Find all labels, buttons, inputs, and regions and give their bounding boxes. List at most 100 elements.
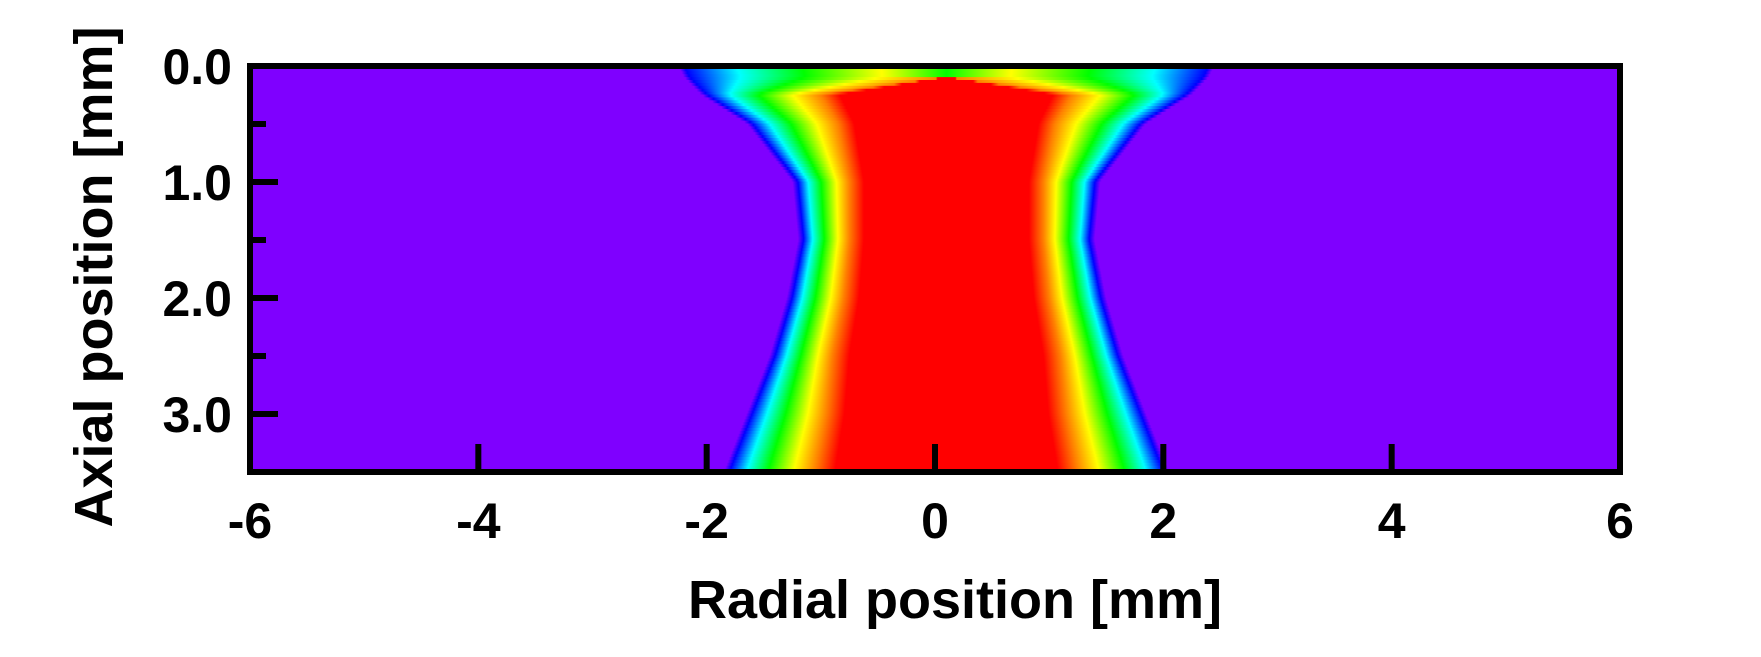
heatmap-strip xyxy=(250,341,1620,345)
heatmap-strip xyxy=(250,332,1620,337)
heatmap-strip xyxy=(250,227,1620,232)
heatmap-strip xyxy=(250,439,1620,444)
heatmap-strip xyxy=(250,297,1620,302)
heatmap-strip xyxy=(250,410,1620,415)
heatmap-strip xyxy=(250,251,1620,255)
heatmap-strip xyxy=(250,126,1620,131)
heatmap-strip xyxy=(250,138,1620,142)
heatmap-strip xyxy=(250,416,1620,421)
heatmap-strip xyxy=(250,259,1620,264)
heatmap-strip xyxy=(250,387,1620,392)
x-tick-label: -4 xyxy=(456,493,501,549)
heatmap-strip xyxy=(250,190,1620,195)
heatmap-strip xyxy=(250,111,1620,116)
heatmap-strip xyxy=(250,436,1620,441)
heatmap-strip xyxy=(250,100,1620,105)
heatmap-strip xyxy=(250,158,1620,163)
heatmap-strip xyxy=(250,288,1620,293)
heatmap-strip xyxy=(250,277,1620,282)
heatmap-strip xyxy=(250,309,1620,313)
heatmap-strip xyxy=(250,143,1620,148)
heatmap-strip xyxy=(250,175,1620,180)
heatmap-strip xyxy=(250,306,1620,311)
heatmap-strip xyxy=(250,204,1620,209)
heatmap-strip xyxy=(250,404,1620,409)
heatmap-strip xyxy=(250,222,1620,226)
heatmap-strip xyxy=(250,268,1620,273)
heatmap-strip xyxy=(250,248,1620,253)
heatmap-strip xyxy=(250,262,1620,267)
x-axis-title: Radial position [mm] xyxy=(688,570,1222,630)
heatmap-strip xyxy=(250,230,1620,235)
heatmap-strip xyxy=(250,372,1620,377)
heatmap-strip xyxy=(250,367,1620,371)
x-tick-label: 0 xyxy=(921,493,949,549)
x-tick-label: 6 xyxy=(1606,493,1634,549)
heatmap-strip xyxy=(250,419,1620,424)
heatmap-strip xyxy=(250,407,1620,412)
heatmap-strip xyxy=(250,210,1620,215)
heatmap-strip xyxy=(250,109,1620,113)
heatmap-strip xyxy=(250,401,1620,406)
heatmap-strip xyxy=(250,106,1620,110)
heatmap-strip xyxy=(250,265,1620,270)
heatmap-strip xyxy=(250,88,1620,93)
heatmap-strip xyxy=(250,303,1620,308)
heatmap-strip xyxy=(250,317,1620,322)
heatmap-strip xyxy=(250,384,1620,389)
heatmap-strip xyxy=(250,239,1620,244)
heatmap-strip xyxy=(250,314,1620,319)
heatmap-strip xyxy=(250,155,1620,160)
heatmap-strip xyxy=(250,329,1620,334)
heatmap-strip xyxy=(250,82,1620,87)
heatmap-strip xyxy=(250,245,1620,250)
heatmap-strip xyxy=(250,233,1620,238)
heatmap-strip xyxy=(250,256,1620,261)
x-axis-ticks: -6 -4 -2 0 2 4 6 xyxy=(228,444,1634,549)
heatmap-strip xyxy=(250,381,1620,386)
heatmap-strip xyxy=(250,184,1620,189)
heatmap-strip xyxy=(250,161,1620,166)
heatmap-strip xyxy=(250,312,1620,316)
heatmap-strip xyxy=(250,187,1620,192)
heatmap-strip xyxy=(250,236,1620,241)
heatmap-strip xyxy=(250,326,1620,331)
heatmap-strip xyxy=(250,393,1620,398)
heatmap-strip xyxy=(250,375,1620,380)
heatmap-strip xyxy=(250,129,1620,134)
heatmap-strip xyxy=(250,117,1620,122)
heatmap-strip xyxy=(250,283,1620,287)
heatmap-strip xyxy=(250,343,1620,348)
heatmap-strip xyxy=(250,361,1620,366)
heatmap-strip xyxy=(250,132,1620,137)
heatmap-field xyxy=(250,66,1620,472)
heatmap-strip xyxy=(250,85,1620,90)
heatmap-strip xyxy=(250,349,1620,354)
y-axis-ticks: 0.0 1.0 2.0 3.0 xyxy=(162,39,278,443)
heatmap-strip xyxy=(250,123,1620,128)
heatmap-strip xyxy=(250,422,1620,427)
heatmap-strip xyxy=(250,216,1620,221)
heatmap-strip xyxy=(250,433,1620,438)
heatmap-strip xyxy=(250,364,1620,369)
heatmap-strip xyxy=(250,352,1620,357)
heatmap-strip xyxy=(250,294,1620,299)
heatmap-strip xyxy=(250,103,1620,108)
y-tick-label: 3.0 xyxy=(162,387,232,443)
heatmap-strip xyxy=(250,300,1620,305)
x-tick-label: -2 xyxy=(684,493,728,549)
heatmap-strip xyxy=(250,338,1620,342)
heatmap-strip xyxy=(250,213,1620,218)
heatmap-strip xyxy=(250,80,1620,84)
heatmap-strip xyxy=(250,370,1620,374)
heatmap-strip xyxy=(250,291,1620,296)
heatmap-strip xyxy=(250,254,1620,258)
heatmap-strip xyxy=(250,146,1620,151)
heatmap-strip xyxy=(250,323,1620,328)
heatmap-strip xyxy=(250,77,1620,81)
y-tick-label: 1.0 xyxy=(162,155,232,211)
heatmap-strip xyxy=(250,207,1620,212)
heatmap-strip xyxy=(250,169,1620,174)
heatmap-strip xyxy=(250,120,1620,125)
